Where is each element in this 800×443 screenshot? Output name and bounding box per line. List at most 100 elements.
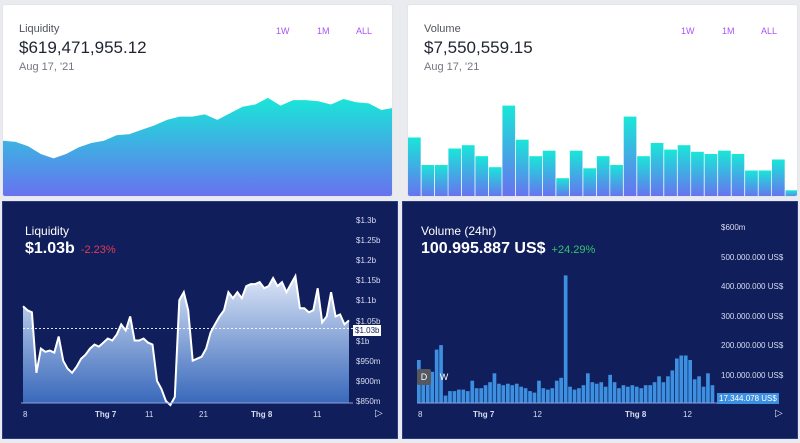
volume-bar	[559, 377, 563, 403]
y-axis-label: $600m	[721, 223, 746, 232]
volume-bar	[706, 373, 710, 403]
volume-bar	[448, 391, 452, 403]
liquidity-value: $1.03b -2.23%	[25, 240, 116, 258]
current-value-tag: $1.03b	[353, 325, 382, 336]
play-icon[interactable]: ▷	[775, 408, 783, 419]
liquidity-area	[3, 97, 392, 196]
volume-bar	[443, 395, 448, 403]
volume-bar	[577, 388, 581, 403]
volume-bar	[501, 385, 506, 403]
volume-bar	[710, 385, 715, 403]
volume-bar	[554, 380, 559, 403]
volume-bar	[623, 116, 637, 196]
volume-chart-panel: Volume (24hr) 100.995.887 US$ +24.29% $60…	[402, 201, 798, 439]
volume-bar	[506, 383, 510, 403]
volume-bar	[532, 392, 537, 403]
volume-bar	[475, 156, 489, 196]
change-percent: +24.29%	[551, 244, 596, 256]
volume-bar	[556, 178, 569, 196]
volume-bar	[626, 386, 630, 403]
x-axis-label: 11	[145, 410, 154, 419]
y-axis-label: 300.000.000 US$	[721, 312, 784, 321]
volume-bar	[461, 145, 475, 196]
y-axis-label: $1.2b	[356, 256, 377, 265]
x-axis-label: Thg 8	[251, 410, 273, 419]
volume-bar	[701, 386, 706, 403]
volume-bar	[563, 275, 568, 403]
volume-bar	[612, 382, 617, 403]
volume-bar	[523, 388, 528, 403]
y-axis-label: $1.05b	[356, 317, 381, 326]
liquidity-overview-card: Liquidity $619,471,955.12 Aug 17, '21 1W…	[2, 4, 393, 197]
range-all-button[interactable]: ALL	[761, 26, 778, 36]
daily-toggle-button[interactable]: D	[417, 369, 431, 385]
x-axis-label: 12	[533, 410, 542, 419]
range-all-button[interactable]: ALL	[356, 26, 373, 36]
volume-bar	[603, 386, 608, 403]
volume-bar	[650, 143, 664, 196]
volume-bar	[430, 371, 434, 403]
volume-bar	[529, 156, 542, 196]
volume-bar	[541, 388, 546, 403]
volume-bar	[745, 170, 758, 196]
volume-bar	[586, 373, 590, 403]
y-axis-label: $1.15b	[356, 276, 381, 285]
volume-overview-card: Volume $7,550,559.15 Aug 17, '21 1W 1M A…	[407, 4, 798, 197]
volume-bar	[704, 154, 718, 196]
volume-bar	[542, 150, 556, 196]
volume-bar	[691, 151, 704, 196]
y-axis-label: $1.25b	[356, 236, 381, 245]
change-percent: -2.23%	[80, 244, 116, 256]
volume-bar	[492, 373, 497, 403]
volume-bar	[643, 385, 648, 403]
current-value-tag: 17.344.078 US$	[717, 393, 779, 404]
liquidity-area	[23, 276, 349, 405]
volume-bar	[677, 145, 691, 196]
range-1m-button[interactable]: 1M	[722, 26, 735, 36]
volume-bar	[652, 382, 657, 403]
liquidity-line	[22, 273, 350, 407]
play-icon[interactable]: ▷	[375, 408, 383, 419]
volume-bar	[510, 385, 515, 403]
volume-bar	[661, 382, 666, 403]
volume-bar	[634, 386, 639, 403]
x-axis-label: 12	[683, 410, 692, 419]
volume-bar	[697, 376, 701, 403]
volume-bar	[630, 385, 635, 403]
volume-bar	[461, 389, 466, 403]
volume-bar	[590, 382, 595, 403]
date-label: Aug 17, '21	[424, 61, 480, 73]
volume-bar	[519, 386, 523, 403]
card-title: Volume	[424, 23, 461, 35]
volume-bar	[583, 168, 596, 196]
x-axis-label: 21	[199, 410, 208, 419]
volume-bar	[569, 150, 583, 196]
volume-bar	[683, 355, 688, 403]
x-axis-label: 8	[23, 410, 28, 419]
range-1w-button[interactable]: 1W	[681, 26, 695, 36]
y-axis-label: $1b	[356, 337, 370, 346]
liquidity-chart-panel: Liquidity $1.03b -2.23% $1.3b $1.25b $1.2…	[2, 201, 398, 439]
volume-bar	[502, 105, 516, 196]
volume-bar	[470, 380, 475, 403]
volume-value: $7,550,559.15	[424, 38, 533, 57]
volume-bar	[772, 159, 785, 196]
volume-bar	[692, 379, 697, 403]
volume-bar	[408, 137, 421, 196]
volume-bar	[457, 389, 461, 403]
x-axis-label: 8	[418, 410, 423, 419]
weekly-toggle-button[interactable]: W	[439, 372, 449, 382]
volume-bar	[421, 165, 435, 196]
range-1w-button[interactable]: 1W	[276, 26, 290, 36]
volume-bar	[621, 385, 626, 403]
volume-bar	[425, 379, 430, 403]
volume-bar	[594, 383, 599, 403]
volume-bar	[657, 376, 661, 403]
range-1m-button[interactable]: 1M	[317, 26, 330, 36]
date-label: Aug 17, '21	[19, 61, 75, 73]
volume-bar	[670, 370, 675, 403]
volume-bar	[488, 167, 502, 196]
y-axis-label: 100.000.000 US$	[721, 371, 784, 380]
volume-bar	[758, 170, 772, 196]
volume-bar	[439, 345, 443, 403]
